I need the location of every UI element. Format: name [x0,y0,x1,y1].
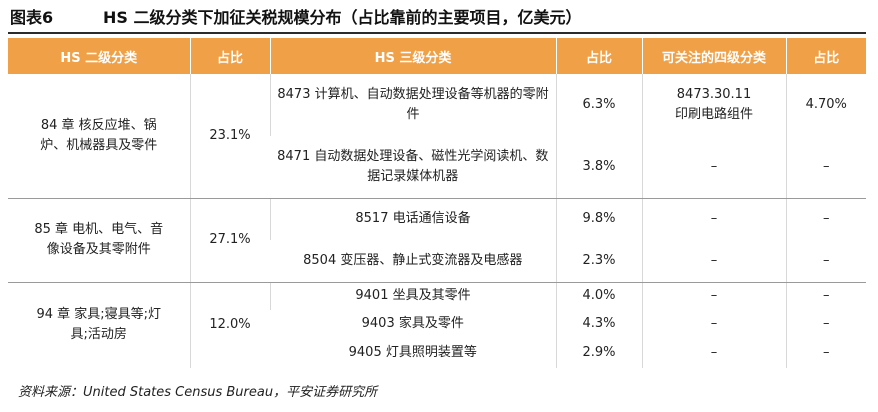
sub-category: – [641,198,786,240]
tariff-distribution-table: HS 二级分类 占比 HS 三级分类 占比 可关注的四级分类 占比 84 章 核… [8,38,866,368]
sub-share: 4.70% [785,74,866,136]
item-name: 8473 计算机、自动数据处理设备等机器的零附件 [269,74,556,136]
header-share: 占比 [555,38,642,74]
table-row: 94 章 家具;寝具等;灯具;活动房 12.0% 9401 坐具及其零件 4.0… [8,282,866,368]
header-hs-level4: 可关注的四级分类 [641,38,786,74]
sub-category: – [641,338,786,368]
sub-category: 8473.30.11 印刷电路组件 [641,74,786,136]
item-share: 6.3% [555,74,642,136]
sub-name: 印刷电路组件 [674,107,753,122]
item-share: 4.0% [555,282,642,310]
figure-title-bar: 图表6 HS 二级分类下加征关税规模分布（占比靠前的主要项目，亿美元） [8,6,866,34]
sub-category: – [641,282,786,310]
sub-share: – [785,240,866,283]
chapter-84: 84 章 核反应堆、锅炉、机械器具及零件 [8,74,190,199]
item-share: 9.8% [555,198,642,240]
header-share: 占比 [785,38,866,74]
table-row: 9405 灯具照明装置等 2.9% – – [8,338,866,368]
sub-code: 8473.30.11 [676,87,752,102]
item-name: 9405 灯具照明装置等 [348,345,477,360]
header-hs-level2: HS 二级分类 [8,38,190,74]
figure-number: 图表6 [10,8,54,27]
sub-share: – [785,136,866,199]
chapter-94-share: 12.0% [189,282,270,368]
chapter-85-share: 27.1% [189,198,270,283]
chapter-84-share: 23.1% [189,74,270,199]
sub-share: – [785,338,866,368]
header-share: 占比 [189,38,270,74]
table-row: 9403 家具及零件 4.3% – – [8,310,866,338]
table-row: 8504 变压器、静止式变流器及电感器 2.3% – – [8,240,866,283]
table-header-row: HS 二级分类 占比 HS 三级分类 占比 可关注的四级分类 占比 [8,38,866,74]
figure-title: HS 二级分类下加征关税规模分布（占比靠前的主要项目，亿美元） [103,8,582,27]
sub-share: – [785,310,866,338]
item-share: 2.9% [555,338,642,368]
item-share: 4.3% [555,310,642,338]
chapter-94: 94 章 家具;寝具等;灯具;活动房 [36,307,162,343]
chapter-85: 85 章 电机、电气、音像设备及其零附件 [8,198,190,283]
item-share: 3.8% [555,136,642,199]
item-name: 8471 自动数据处理设备、磁性光学阅读机、数据记录媒体机器 [270,136,556,199]
sub-share: – [785,282,866,310]
table-row: 8471 自动数据处理设备、磁性光学阅读机、数据记录媒体机器 3.8% – – [8,136,866,199]
item-name: 9401 坐具及其零件 [269,282,556,310]
source-note: 资料来源：United States Census Bureau，平安证券研究所 [18,385,378,400]
sub-category: – [641,240,786,283]
item-name: 9403 家具及零件 [361,316,464,331]
header-hs-level3: HS 三级分类 [269,38,556,74]
item-share: 2.3% [555,240,642,283]
sub-category: – [641,310,786,338]
sub-category: – [641,136,786,199]
table-row: 85 章 电机、电气、音像设备及其零附件 27.1% 8517 电话通信设备 9… [8,198,866,283]
item-name: 8517 电话通信设备 [269,198,556,240]
sub-share: – [785,198,866,240]
item-name: 8504 变压器、静止式变流器及电感器 [270,240,556,283]
table-row: 84 章 核反应堆、锅炉、机械器具及零件 23.1% 8473 计算机、自动数据… [8,74,866,199]
